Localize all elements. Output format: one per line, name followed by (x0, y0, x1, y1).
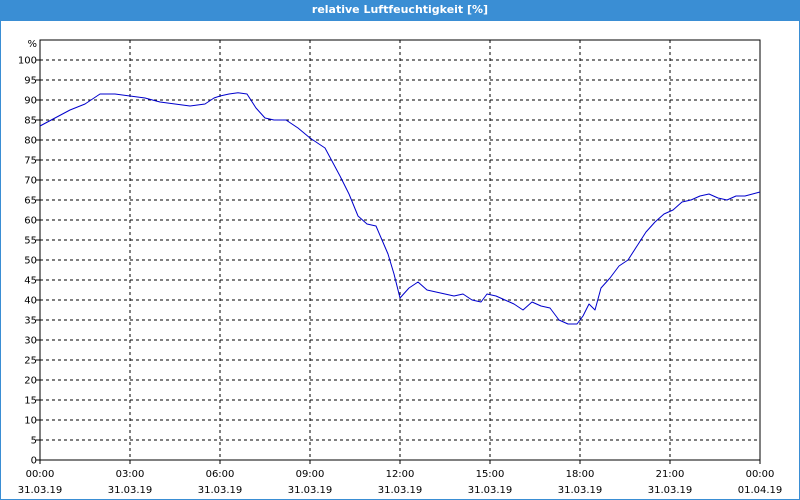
y-tick-label: 5 (31, 436, 37, 447)
chart-title: relative Luftfeuchtigkeit [%] (0, 0, 800, 20)
x-tick-date: 31.03.19 (18, 485, 63, 496)
y-tick-label: 80 (24, 136, 37, 147)
y-tick-label: 90 (24, 96, 37, 107)
x-tick-time: 03:00 (116, 469, 145, 480)
x-tick-date: 31.03.19 (198, 485, 243, 496)
y-axis-label: % (27, 39, 37, 50)
y-tick-label: 20 (24, 376, 37, 387)
x-tick-date: 31.03.19 (108, 485, 153, 496)
x-tick-time: 12:00 (386, 469, 415, 480)
y-tick-label: 50 (24, 256, 37, 267)
y-tick-label: 45 (24, 276, 37, 287)
x-tick-time: 15:00 (476, 469, 505, 480)
y-tick-label: 75 (24, 156, 37, 167)
y-tick-label: 70 (24, 176, 37, 187)
y-tick-label: 55 (24, 236, 37, 247)
y-tick-label: 60 (24, 216, 37, 227)
x-tick-date: 31.03.19 (558, 485, 603, 496)
x-tick-time: 21:00 (656, 469, 685, 480)
y-tick-label: 85 (24, 116, 37, 127)
y-tick-label: 30 (24, 336, 37, 347)
y-tick-label: 95 (24, 76, 37, 87)
y-tick-label: 100 (18, 56, 37, 67)
y-tick-label: 0 (31, 456, 37, 467)
x-tick-date: 31.03.19 (648, 485, 693, 496)
y-tick-label: 35 (24, 316, 37, 327)
x-tick-time: 18:00 (566, 469, 595, 480)
y-tick-label: 25 (24, 356, 37, 367)
plot-frame (39, 39, 761, 461)
x-tick-date: 31.03.19 (378, 485, 423, 496)
y-tick-label: 10 (24, 416, 37, 427)
y-tick-label: 65 (24, 196, 37, 207)
x-tick-time: 00:00 (26, 469, 55, 480)
y-tick-label: 40 (24, 296, 37, 307)
x-tick-date: 01.04.19 (738, 485, 783, 496)
humidity-series-line (39, 92, 761, 325)
x-tick-date: 31.03.19 (288, 485, 333, 496)
y-tick-label: 15 (24, 396, 37, 407)
x-tick-time: 00:00 (746, 469, 775, 480)
x-tick-time: 09:00 (296, 469, 325, 480)
x-tick-date: 31.03.19 (468, 485, 513, 496)
x-tick-time: 06:00 (206, 469, 235, 480)
